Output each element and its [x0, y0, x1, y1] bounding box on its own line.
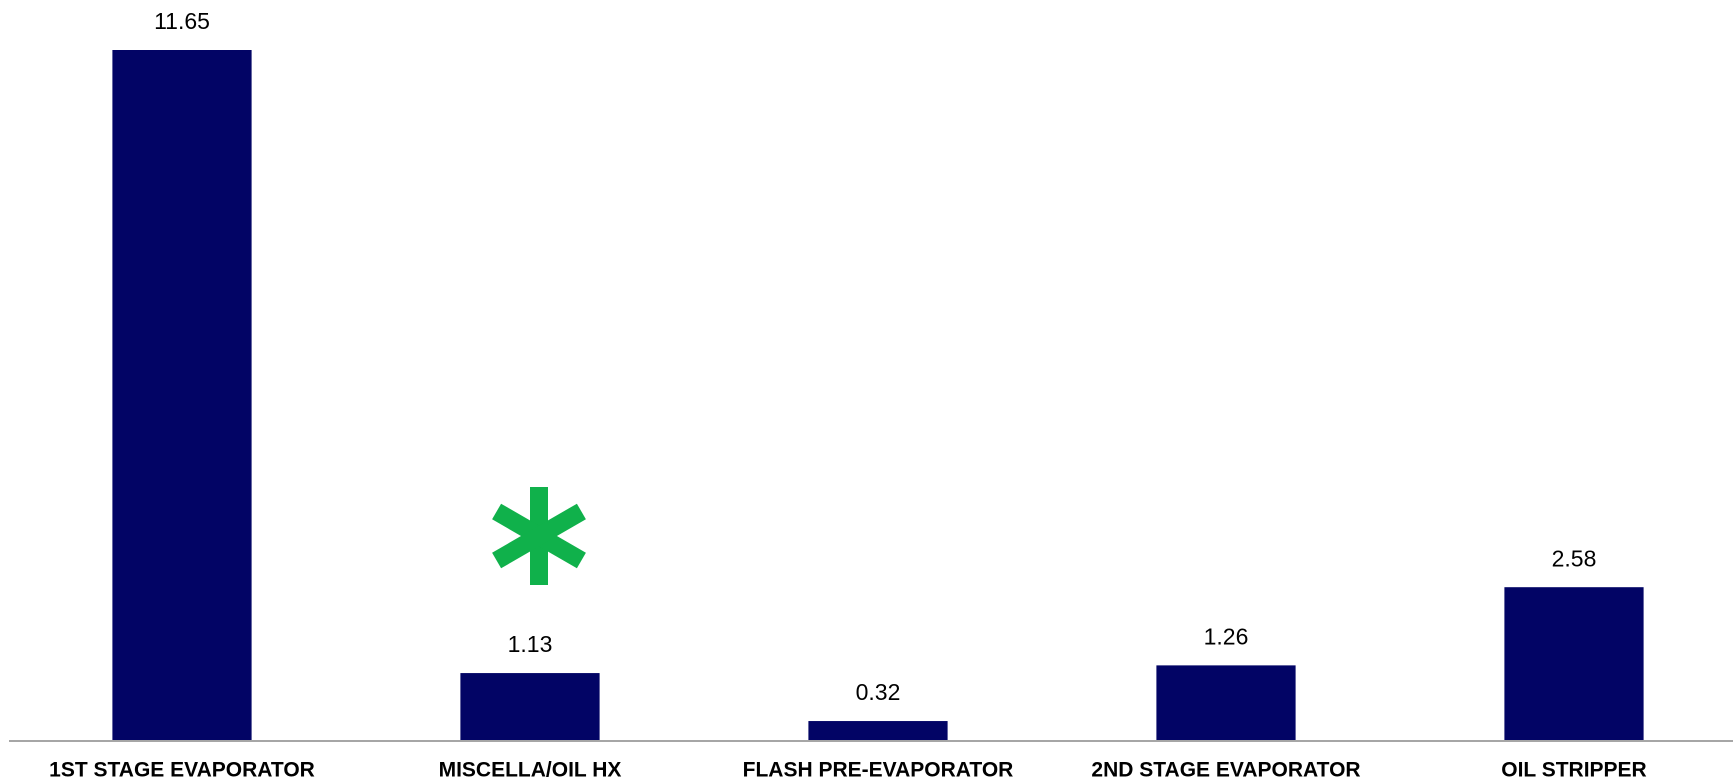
bar: [1504, 587, 1644, 740]
asterisk-annotation: [492, 487, 586, 585]
value-label: 11.65: [154, 8, 210, 34]
bar: [460, 673, 600, 740]
x-tick-label: MISCELLA/OIL HX: [439, 759, 622, 782]
bar: [112, 50, 252, 740]
value-label: 0.32: [856, 679, 901, 705]
x-tick-label: 2ND STAGE EVAPORATOR: [1091, 759, 1360, 782]
value-label: 1.13: [508, 631, 553, 657]
x-tick-label: OIL STRIPPER: [1501, 759, 1646, 782]
value-label: 1.26: [1204, 623, 1249, 649]
x-tick-label: FLASH PRE-EVAPORATOR: [743, 759, 1014, 782]
bar: [808, 721, 948, 740]
bar: [1156, 665, 1296, 740]
x-tick-label: 1ST STAGE EVAPORATOR: [49, 759, 315, 782]
value-label: 2.58: [1552, 545, 1597, 571]
